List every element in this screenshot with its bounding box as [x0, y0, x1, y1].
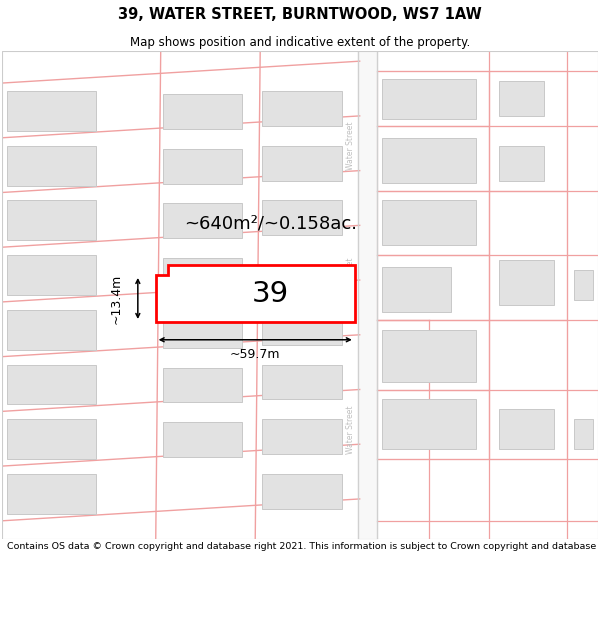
Text: Water Street: Water Street	[346, 121, 355, 170]
Polygon shape	[156, 265, 355, 322]
Text: Map shows position and indicative extent of the property.: Map shows position and indicative extent…	[130, 36, 470, 49]
Bar	[499, 81, 544, 116]
Bar	[7, 201, 96, 240]
Text: Contains OS data © Crown copyright and database right 2021. This information is : Contains OS data © Crown copyright and d…	[7, 542, 600, 551]
Bar	[262, 419, 342, 454]
Text: ~59.7m: ~59.7m	[230, 348, 280, 361]
Bar	[499, 146, 544, 181]
Bar	[7, 419, 96, 459]
Bar	[262, 91, 342, 126]
Bar	[163, 258, 242, 293]
Bar	[7, 255, 96, 295]
Bar	[382, 201, 476, 245]
Text: Water Street: Water Street	[346, 258, 355, 306]
Bar	[382, 399, 476, 449]
Bar	[499, 409, 554, 449]
Bar	[262, 364, 342, 399]
Bar	[262, 146, 342, 181]
Text: 39: 39	[251, 279, 289, 308]
Bar	[377, 71, 489, 126]
Bar	[262, 474, 342, 509]
Bar	[163, 204, 242, 238]
Bar	[163, 313, 242, 348]
Bar	[262, 310, 342, 345]
Bar	[7, 91, 96, 131]
Bar	[163, 94, 242, 129]
Bar	[7, 474, 96, 514]
Bar	[382, 79, 476, 119]
Bar	[163, 368, 242, 402]
Bar	[377, 320, 489, 389]
Bar	[382, 330, 476, 381]
Bar	[489, 320, 566, 459]
Bar	[489, 191, 566, 320]
Bar	[382, 138, 476, 182]
Bar	[377, 255, 489, 320]
Bar	[163, 422, 242, 457]
Bar	[574, 419, 593, 449]
Text: ~640m²/~0.158ac.: ~640m²/~0.158ac.	[184, 214, 356, 232]
Bar	[7, 146, 96, 186]
Bar	[262, 201, 342, 235]
Text: Water Street: Water Street	[346, 405, 355, 454]
Text: 39, WATER STREET, BURNTWOOD, WS7 1AW: 39, WATER STREET, BURNTWOOD, WS7 1AW	[118, 7, 482, 22]
Bar	[377, 191, 489, 255]
Bar	[377, 126, 489, 191]
Bar	[163, 149, 242, 184]
Bar	[377, 389, 489, 459]
Bar	[574, 270, 593, 300]
Bar	[489, 71, 566, 191]
Text: ~13.4m: ~13.4m	[109, 273, 122, 324]
Bar	[499, 260, 554, 305]
Bar	[382, 267, 451, 312]
Bar	[7, 364, 96, 404]
Bar	[7, 310, 96, 350]
